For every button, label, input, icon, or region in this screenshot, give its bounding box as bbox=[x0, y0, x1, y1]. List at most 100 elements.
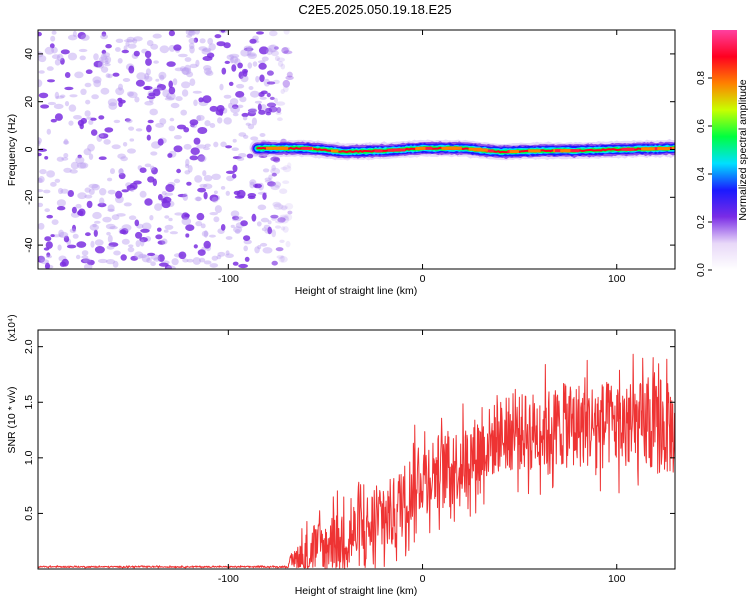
noise-blob bbox=[158, 194, 163, 201]
noise-blob bbox=[100, 34, 108, 40]
noise-blob bbox=[140, 239, 145, 247]
colorbar-tick-label: 0.8 bbox=[696, 71, 707, 85]
noise-blob bbox=[287, 162, 292, 169]
noise-blob bbox=[169, 231, 178, 235]
noise-blob bbox=[233, 190, 241, 195]
noise-blob bbox=[220, 141, 227, 148]
noise-blob bbox=[90, 117, 97, 121]
noise-blob bbox=[101, 66, 109, 73]
noise-blob bbox=[54, 59, 61, 66]
noise-blob bbox=[93, 229, 98, 237]
noise-blob bbox=[44, 208, 50, 213]
noise-blob bbox=[283, 50, 293, 55]
noise-blob bbox=[198, 46, 208, 51]
noise-blob bbox=[98, 133, 109, 139]
y-tick-label: 1.0 bbox=[23, 450, 35, 465]
noise-blob bbox=[115, 87, 125, 96]
noise-blob bbox=[177, 193, 188, 198]
noise-blob bbox=[260, 90, 268, 95]
noise-blob bbox=[104, 127, 114, 133]
noise-blob bbox=[77, 31, 87, 40]
signal-peak bbox=[564, 149, 571, 153]
noise-blob bbox=[260, 217, 269, 223]
noise-blob bbox=[153, 60, 159, 64]
noise-blob bbox=[63, 138, 69, 145]
noise-blob bbox=[57, 244, 62, 251]
noise-blob bbox=[265, 107, 273, 114]
noise-blob bbox=[69, 169, 78, 174]
noise-blob bbox=[69, 228, 77, 234]
noise-blob bbox=[232, 112, 239, 117]
noise-blob bbox=[135, 231, 143, 239]
noise-blob bbox=[174, 212, 183, 216]
noise-blob bbox=[188, 37, 197, 44]
noise-blob bbox=[208, 234, 216, 238]
noise-blob bbox=[259, 74, 265, 83]
noise-blob bbox=[229, 53, 240, 59]
noise-blob bbox=[286, 71, 293, 78]
noise-blob bbox=[270, 167, 281, 175]
noise-blob bbox=[280, 226, 286, 231]
noise-blob bbox=[85, 99, 91, 105]
noise-blob bbox=[63, 153, 69, 158]
noise-blob bbox=[88, 188, 95, 195]
y-tick-label: 0.5 bbox=[23, 506, 35, 521]
noise-blob bbox=[147, 176, 155, 183]
noise-blob bbox=[67, 52, 78, 61]
noise-blob bbox=[194, 196, 202, 202]
noise-blob bbox=[76, 241, 87, 248]
noise-blob bbox=[193, 37, 199, 43]
noise-blob bbox=[183, 143, 192, 150]
noise-blob bbox=[129, 182, 138, 190]
noise-blob bbox=[271, 172, 277, 177]
noise-blob bbox=[157, 254, 165, 262]
noise-blob bbox=[282, 46, 291, 51]
noise-blob bbox=[247, 45, 253, 53]
x-tick-label: 0 bbox=[420, 273, 426, 285]
noise-blob bbox=[243, 245, 248, 252]
noise-blob bbox=[54, 91, 60, 100]
noise-blob bbox=[184, 64, 192, 72]
noise-blob bbox=[170, 102, 180, 109]
noise-blob bbox=[92, 223, 97, 228]
noise-blob bbox=[97, 61, 105, 69]
noise-blob bbox=[204, 143, 211, 148]
noise-blob bbox=[108, 102, 118, 110]
noise-blob bbox=[279, 239, 285, 243]
noise-blob bbox=[47, 79, 55, 83]
noise-blob bbox=[209, 212, 218, 216]
noise-blob bbox=[245, 122, 251, 126]
noise-blob bbox=[107, 208, 115, 212]
noise-blob bbox=[213, 190, 218, 195]
noise-blob bbox=[236, 83, 245, 89]
noise-blob bbox=[67, 190, 75, 197]
noise-blob bbox=[237, 62, 243, 69]
noise-blob bbox=[226, 175, 235, 182]
noise-blob bbox=[43, 189, 51, 194]
noise-blob bbox=[38, 137, 42, 145]
noise-blob bbox=[93, 53, 99, 61]
noise-blob bbox=[230, 224, 235, 228]
colorbar-tick-label: 0.6 bbox=[696, 119, 707, 133]
noise-blob bbox=[87, 143, 95, 152]
noise-blob bbox=[195, 196, 201, 202]
noise-blob bbox=[220, 30, 226, 33]
noise-blob bbox=[127, 43, 137, 49]
noise-blob bbox=[262, 168, 270, 173]
noise-blob bbox=[229, 57, 234, 64]
noise-blob bbox=[168, 86, 176, 95]
noise-blob bbox=[181, 217, 192, 226]
noise-blob bbox=[271, 50, 279, 57]
noise-blob bbox=[271, 260, 278, 266]
noise-blob bbox=[130, 187, 135, 192]
noise-blob bbox=[174, 67, 184, 72]
noise-blob bbox=[57, 206, 66, 211]
noise-blob bbox=[115, 38, 124, 43]
noise-blob bbox=[208, 43, 216, 51]
noise-blob bbox=[256, 221, 262, 227]
noise-blob bbox=[157, 138, 164, 146]
noise-blob bbox=[38, 92, 49, 99]
noise-blob bbox=[159, 118, 167, 125]
noise-blob bbox=[105, 55, 112, 64]
noise-blob bbox=[270, 184, 280, 191]
